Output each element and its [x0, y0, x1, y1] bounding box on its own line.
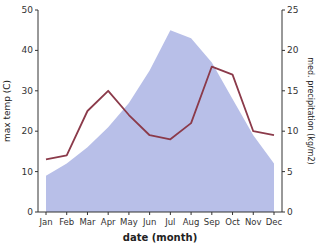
x-tick — [232, 212, 233, 215]
x-tick — [274, 212, 275, 215]
x-tick-label: May — [120, 217, 138, 227]
y2-tick — [282, 212, 285, 213]
y2-tick — [282, 10, 285, 11]
x-tick-label: Jul — [164, 217, 175, 227]
y2-tick-label: 20 — [287, 45, 299, 55]
y-axis-line — [38, 10, 39, 212]
y-tick — [35, 50, 38, 51]
y2-tick-label: 10 — [287, 126, 299, 136]
y2-tick-label: 15 — [287, 86, 298, 96]
y2-tick — [282, 131, 285, 132]
x-axis-line — [38, 212, 282, 213]
x-tick-label: Dec — [266, 217, 283, 227]
x-tick — [66, 212, 67, 215]
y-tick — [35, 10, 38, 11]
x-tick-label: Oct — [225, 217, 240, 227]
x-tick — [108, 212, 109, 215]
y-tick-label: 30 — [22, 86, 34, 96]
y-tick — [35, 212, 38, 213]
x-tick — [87, 212, 88, 215]
y-tick-label: 40 — [22, 45, 34, 55]
y2-tick-label: 5 — [287, 167, 293, 177]
x-tick-label: Mar — [79, 217, 96, 227]
y-tick-label: 20 — [22, 126, 34, 136]
x-tick-label: Jun — [142, 217, 156, 227]
y-tick-label: 0 — [27, 207, 33, 217]
x-tick-label: Aug — [183, 217, 200, 227]
y-tick — [35, 171, 38, 172]
x-tick-label: Apr — [101, 217, 116, 227]
y2-tick-label: 25 — [287, 5, 298, 15]
x-tick — [128, 212, 129, 215]
y2-tick — [282, 90, 285, 91]
y-tick-label: 50 — [22, 5, 34, 15]
line — [46, 67, 274, 160]
y2-tick — [282, 171, 285, 172]
y2-axis-line — [282, 10, 283, 212]
x-tick — [253, 212, 254, 215]
x-tick — [191, 212, 192, 215]
y2-tick — [282, 50, 285, 51]
x-tick — [46, 212, 47, 215]
y-tick — [35, 90, 38, 91]
y-tick-label: 10 — [22, 167, 34, 177]
marks — [46, 30, 274, 212]
x-tick — [211, 212, 212, 215]
x-tick-label: Jan — [38, 217, 52, 227]
y-axis-label: max temp (C) — [2, 80, 12, 142]
x-tick-label: Feb — [59, 217, 74, 227]
x-tick — [149, 212, 150, 215]
y-tick — [35, 131, 38, 132]
x-tick — [170, 212, 171, 215]
x-tick-label: Sep — [204, 217, 220, 227]
y2-tick-label: 0 — [287, 207, 293, 217]
chart: 0 10 20 30 40 50 0 5 10 15 20 25 Jan Feb Mar Apr May Jun J… — [0, 0, 318, 247]
x-tick-label: Nov — [245, 217, 262, 227]
area — [46, 30, 274, 212]
x-axis-label: date (month) — [123, 232, 197, 243]
y2-axis-label: med. precipitation (kg/m2) — [306, 57, 315, 164]
